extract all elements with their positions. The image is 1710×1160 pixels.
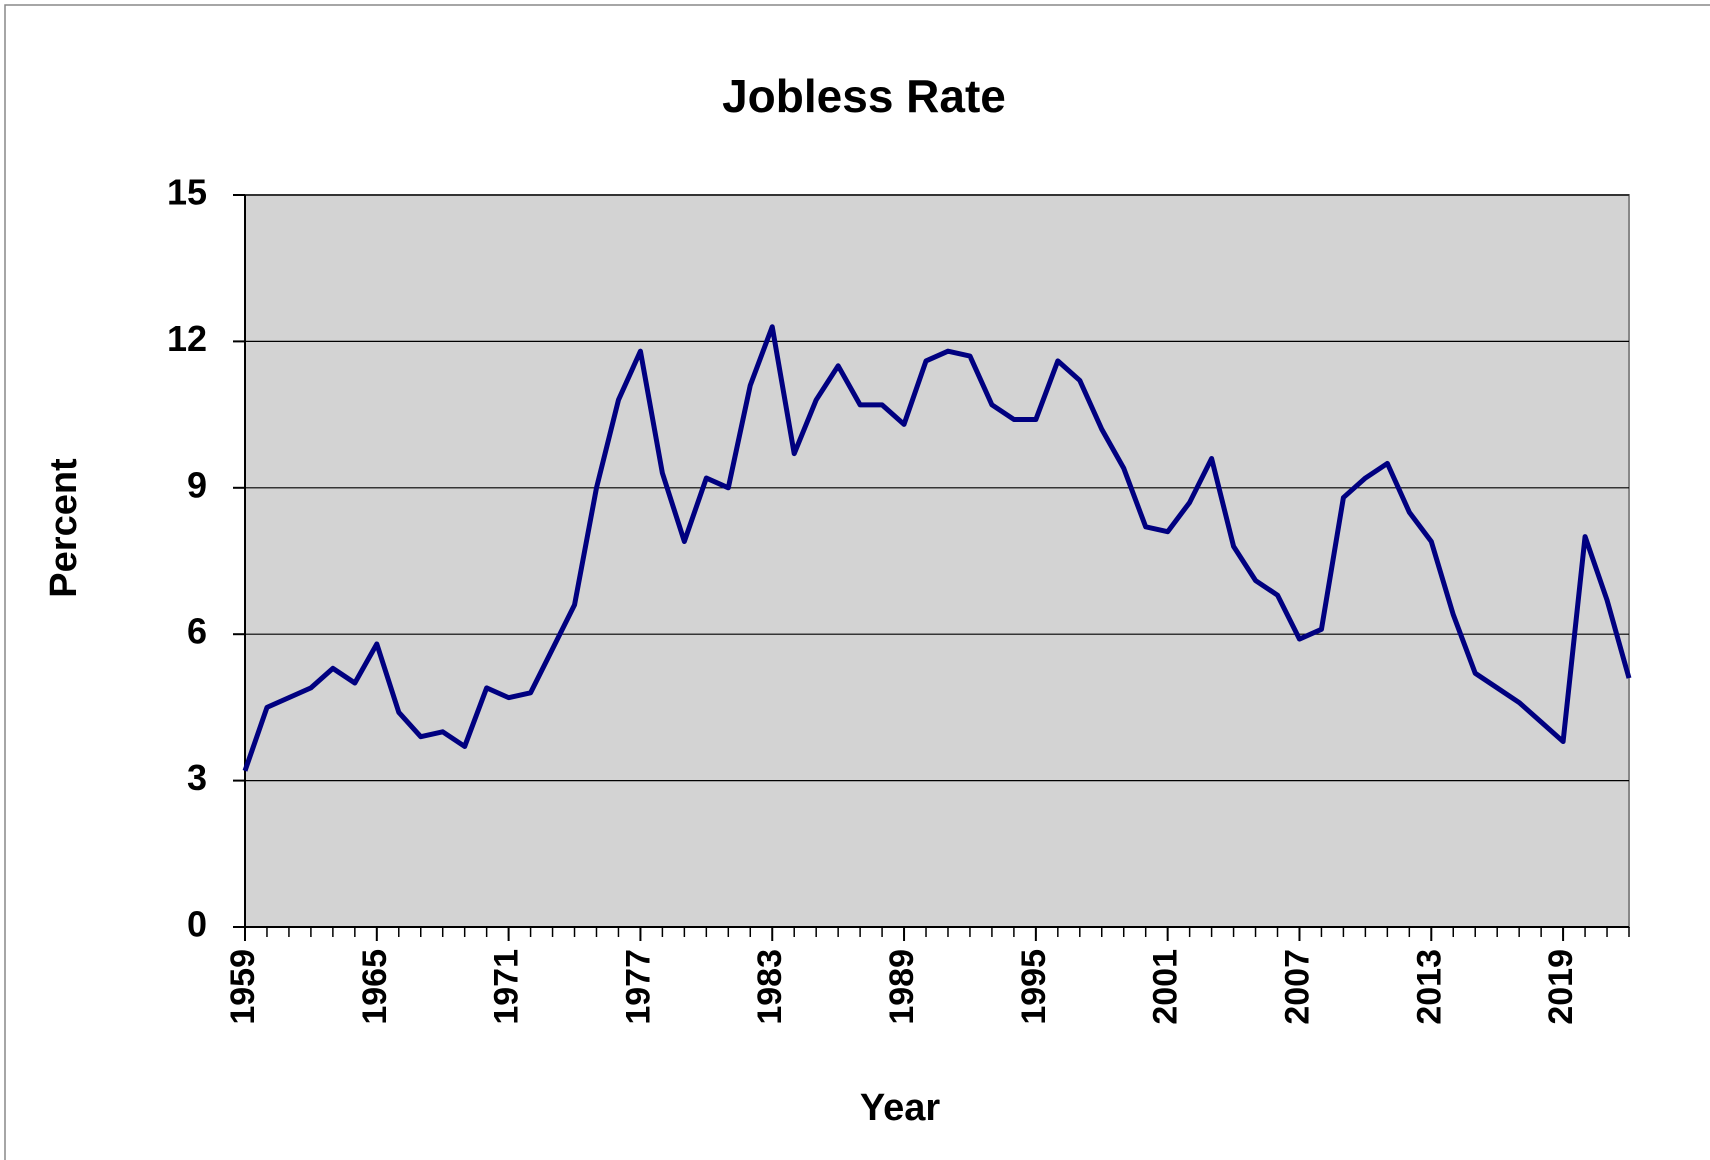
y-tick-label: 12 (167, 318, 207, 359)
x-tick-label: 1959 (224, 949, 262, 1025)
x-tick-label: 2019 (1542, 949, 1580, 1025)
chart-frame (4, 4, 1710, 1160)
x-tick-label: 1977 (619, 949, 657, 1025)
y-tick-label: 0 (187, 904, 207, 945)
y-tick-label: 15 (167, 172, 207, 213)
x-tick-label: 1983 (751, 949, 789, 1025)
y-axis-label: Percent (43, 458, 85, 598)
x-tick-label: 1995 (1015, 949, 1053, 1025)
x-tick-label: 2001 (1147, 949, 1185, 1025)
x-tick-label: 2007 (1278, 949, 1316, 1025)
plot-area (244, 194, 1630, 928)
x-tick-label: 1971 (488, 949, 526, 1025)
y-tick-label: 3 (187, 757, 207, 798)
x-tick-label: 1989 (883, 949, 921, 1025)
data-line (242, 324, 1632, 772)
y-tick-label: 9 (187, 464, 207, 505)
x-axis-label: Year (860, 1087, 941, 1129)
y-tick-label: 6 (187, 611, 207, 652)
chart-title: Jobless Rate (722, 70, 1006, 122)
x-tick-label: 1965 (356, 949, 394, 1025)
x-tick-label: 2013 (1410, 949, 1448, 1025)
